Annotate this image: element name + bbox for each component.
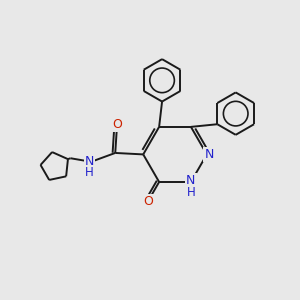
Text: H: H [187,186,195,199]
Text: O: O [112,118,122,130]
Text: O: O [143,195,153,208]
Text: H: H [85,166,94,178]
Text: N: N [186,174,196,187]
Text: N: N [205,148,214,161]
Text: N: N [85,155,94,168]
